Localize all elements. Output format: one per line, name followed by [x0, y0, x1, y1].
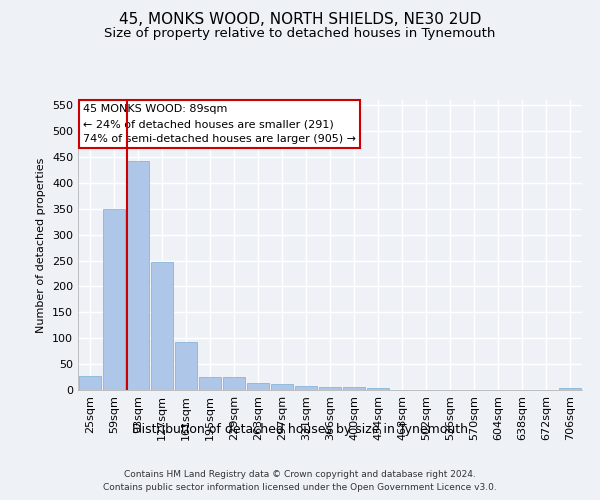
- Y-axis label: Number of detached properties: Number of detached properties: [37, 158, 46, 332]
- Text: 45, MONKS WOOD, NORTH SHIELDS, NE30 2UD: 45, MONKS WOOD, NORTH SHIELDS, NE30 2UD: [119, 12, 481, 28]
- Bar: [199, 377, 221, 390]
- Text: Contains public sector information licensed under the Open Government Licence v3: Contains public sector information licen…: [103, 482, 497, 492]
- Bar: [127, 160, 149, 390]
- Text: Size of property relative to detached houses in Tynemouth: Size of property relative to detached ho…: [104, 28, 496, 40]
- Bar: [343, 388, 365, 390]
- Bar: [175, 342, 197, 390]
- Bar: [103, 209, 125, 390]
- Bar: [247, 384, 269, 390]
- Bar: [295, 386, 317, 390]
- Text: Distribution of detached houses by size in Tynemouth: Distribution of detached houses by size …: [132, 422, 468, 436]
- Bar: [271, 384, 293, 390]
- Bar: [559, 388, 581, 390]
- Text: Contains HM Land Registry data © Crown copyright and database right 2024.: Contains HM Land Registry data © Crown c…: [124, 470, 476, 479]
- Bar: [79, 376, 101, 390]
- Bar: [319, 388, 341, 390]
- Bar: [367, 388, 389, 390]
- Bar: [151, 262, 173, 390]
- Bar: [223, 377, 245, 390]
- Text: 45 MONKS WOOD: 89sqm
← 24% of detached houses are smaller (291)
74% of semi-deta: 45 MONKS WOOD: 89sqm ← 24% of detached h…: [83, 104, 356, 144]
